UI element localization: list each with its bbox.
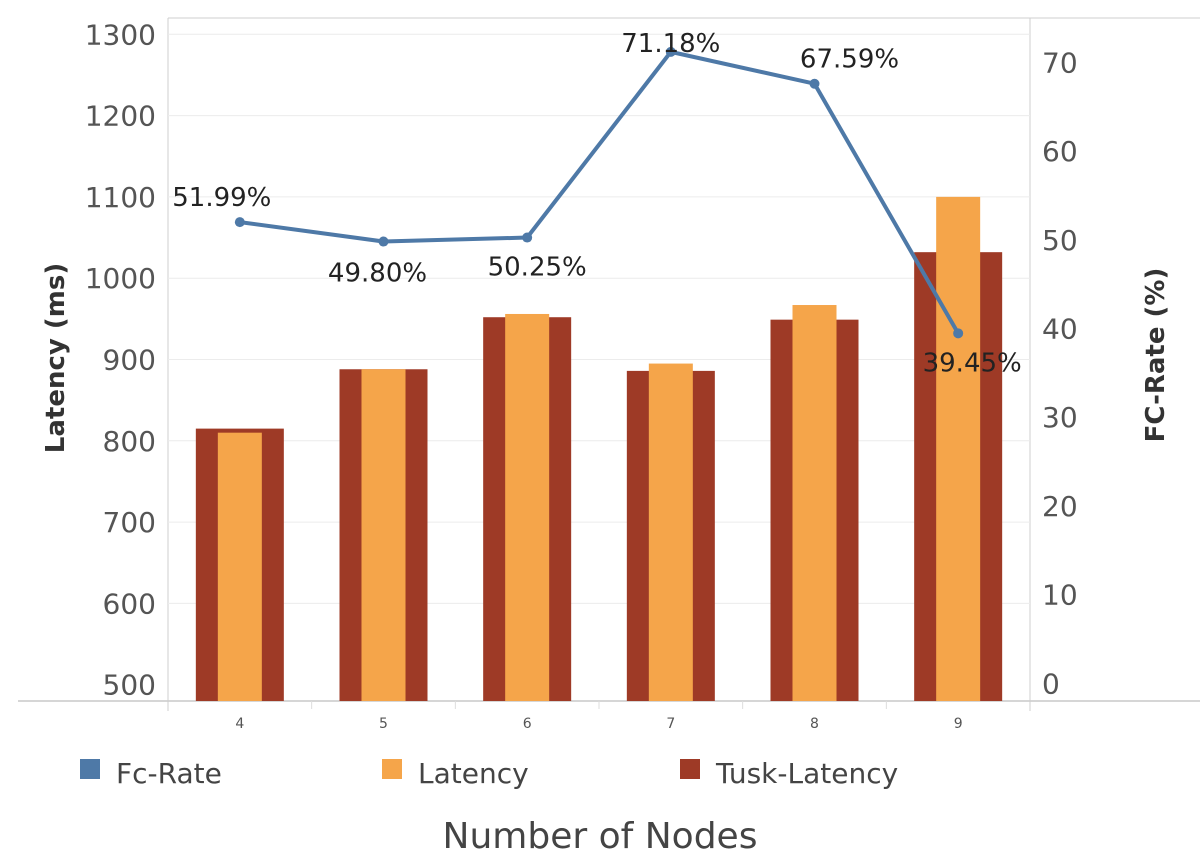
legend-label: Latency [418,757,529,790]
fc-rate-point [522,232,533,243]
y-tick-label: 900 [103,344,156,377]
fc-rate-data-label: 51.99% [172,183,271,213]
y-axis-title: Latency (ms) [41,263,71,453]
x-tick-label: 9 [954,716,963,732]
y-tick-label: 1100 [85,181,156,214]
legend-swatch [80,759,100,779]
fc-rate-data-label: 71.18% [621,29,720,59]
fc-rate-point [234,217,245,228]
y-tick-label: 600 [103,587,156,620]
y2-tick-label: 60 [1042,135,1078,168]
fc-rate-point [378,236,389,247]
y2-axis-title: FC-Rate (%) [1141,268,1171,443]
x-tick-label: 7 [666,716,675,732]
data-labels: 51.99% 49.80% 50.25% 71.18% 67.59% 39.45% [172,29,1021,378]
legend-swatch [680,759,700,779]
y2-tick-label: 50 [1042,224,1078,257]
y2-tick-label: 20 [1042,490,1078,523]
y-tick-label: 1200 [85,100,156,133]
latency-bar [936,196,981,701]
fc-rate-line-layer [234,46,964,339]
x-tick-label: 5 [379,716,388,732]
fc-rate-data-label: 67.59% [800,45,899,75]
latency-bar [792,305,837,701]
latency-bar [217,432,262,701]
y-tick-label: 1000 [85,262,156,295]
ticks: 500 600 700 800 900 1000 1100 1200 1300 0 10 20 30 40… [85,18,1078,732]
fc-rate-point [809,78,820,89]
y2-tick-label: 40 [1042,312,1078,345]
y-tick-label: 1300 [85,18,156,51]
x-axis-title: Number of Nodes [443,816,758,857]
legend: Fc-Rate Latency Tusk-Latency [80,757,898,790]
bars [195,196,1003,701]
y2-tick-label: 10 [1042,579,1078,612]
legend-label: Tusk-Latency [715,757,898,790]
y-tick-label: 800 [103,425,156,458]
legend-swatch [382,759,402,779]
fc-rate-data-label: 49.80% [328,259,427,289]
y2-tick-label: 30 [1042,401,1078,434]
latency-bar [361,369,406,701]
fc-rate-data-label: 39.45% [923,348,1022,378]
y2-tick-label: 70 [1042,46,1078,79]
legend-label: Fc-Rate [116,757,222,790]
fc-rate-point [953,328,964,339]
plot-frame [18,17,1200,711]
x-tick-label: 6 [523,716,532,732]
x-tick-label: 4 [235,716,244,732]
fc-rate-data-label: 50.25% [488,253,587,283]
latency-bar [505,313,550,701]
y2-tick-label: 0 [1042,667,1060,700]
fc-rate-point [665,46,676,57]
x-tick-label: 8 [810,716,819,732]
y-tick-label: 700 [103,506,156,539]
latency-bar [648,363,693,701]
fc-rate-line [239,49,960,335]
grid-lines [168,33,1030,604]
y-tick-label: 500 [103,669,156,702]
